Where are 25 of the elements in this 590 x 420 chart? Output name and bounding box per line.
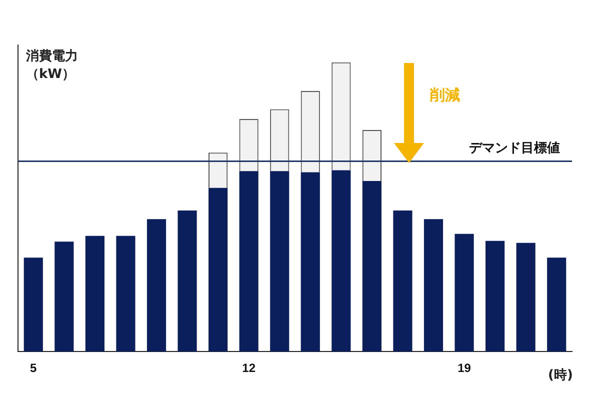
bar (547, 258, 566, 352)
bar (270, 171, 290, 352)
bar (54, 242, 74, 352)
x-tick-label: 19 (458, 361, 472, 376)
bar (178, 210, 197, 352)
x-tick-label: 12 (242, 361, 256, 376)
bar (393, 210, 412, 352)
bar (486, 240, 505, 352)
bar (516, 242, 536, 352)
y-axis-title: 消費電力（kW） (26, 48, 79, 84)
bar (116, 236, 136, 352)
bar (332, 170, 351, 352)
bar (424, 219, 444, 352)
x-tick-label: 5 (30, 361, 38, 376)
bar (24, 258, 43, 352)
bar (300, 172, 320, 352)
annotation: 削減 (430, 86, 460, 105)
bar (146, 219, 166, 352)
bar (454, 234, 474, 352)
bar (239, 171, 258, 352)
bar (208, 188, 228, 352)
x-axis-title: (時) (548, 367, 573, 384)
bar (362, 180, 382, 352)
ref-line-label: デマンド目標値 (469, 141, 560, 156)
bar (85, 236, 104, 352)
